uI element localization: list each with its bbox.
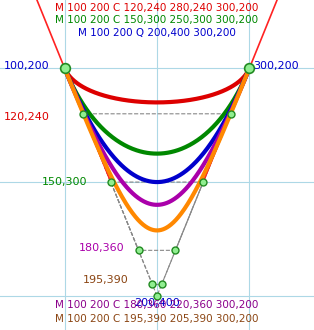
Text: 150,300: 150,300 [41,177,87,187]
Text: M 100 200 C 195,390 205,390 300,200: M 100 200 C 195,390 205,390 300,200 [55,314,259,324]
Text: 100,200: 100,200 [4,61,49,71]
Text: M 100 200 C 180,360 220,360 300,200: M 100 200 C 180,360 220,360 300,200 [55,300,259,310]
Text: M 100 200 C 150,300 250,300 300,200: M 100 200 C 150,300 250,300 300,200 [56,16,258,25]
Text: M 100 200 C 120,240 280,240 300,200: M 100 200 C 120,240 280,240 300,200 [55,3,259,13]
Text: 120,240: 120,240 [4,112,50,122]
Text: 180,360: 180,360 [78,243,124,253]
Text: 195,390: 195,390 [83,275,129,285]
Text: 200,400: 200,400 [134,298,180,308]
Text: M 100 200 Q 200,400 300,200: M 100 200 Q 200,400 300,200 [78,28,236,38]
Text: 300,200: 300,200 [253,61,299,71]
